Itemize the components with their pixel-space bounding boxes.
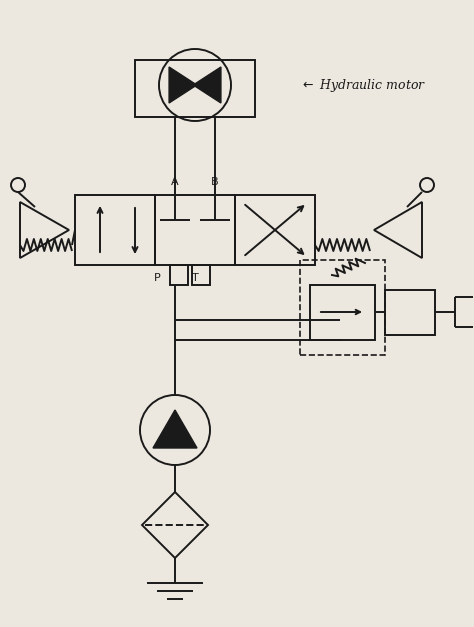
Bar — [235, 195, 315, 265]
Polygon shape — [153, 410, 197, 448]
Bar — [155, 195, 235, 265]
Bar — [135, 60, 255, 117]
Bar — [300, 260, 385, 355]
Text: A: A — [171, 177, 179, 187]
Bar — [75, 195, 155, 265]
Polygon shape — [193, 67, 221, 103]
Bar — [170, 265, 188, 285]
Bar — [192, 265, 210, 285]
Polygon shape — [169, 67, 197, 103]
Text: P: P — [154, 273, 160, 283]
Bar — [310, 285, 375, 340]
Text: T: T — [191, 273, 199, 283]
Text: B: B — [211, 177, 219, 187]
Bar — [385, 290, 435, 335]
Text: $\leftarrow$ Hydraulic motor: $\leftarrow$ Hydraulic motor — [300, 76, 426, 93]
